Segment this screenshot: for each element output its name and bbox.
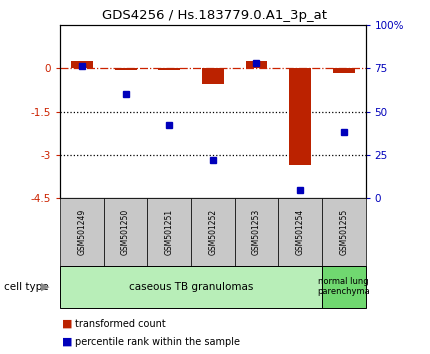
Text: ▶: ▶ xyxy=(41,282,49,292)
Bar xyxy=(147,198,191,266)
Bar xyxy=(235,198,278,266)
Text: transformed count: transformed count xyxy=(75,319,166,329)
Bar xyxy=(289,68,311,165)
Bar xyxy=(115,68,137,70)
Bar xyxy=(333,68,355,73)
Bar xyxy=(60,198,104,266)
Bar xyxy=(246,61,267,68)
Bar xyxy=(158,68,180,70)
Text: ■: ■ xyxy=(62,337,73,347)
Bar xyxy=(191,198,235,266)
Text: GSM501255: GSM501255 xyxy=(339,209,348,255)
Bar xyxy=(322,266,366,308)
Text: GSM501252: GSM501252 xyxy=(209,209,217,255)
Text: GDS4256 / Hs.183779.0.A1_3p_at: GDS4256 / Hs.183779.0.A1_3p_at xyxy=(102,9,328,22)
Text: caseous TB granulomas: caseous TB granulomas xyxy=(129,282,253,292)
Bar xyxy=(322,198,366,266)
Text: cell type: cell type xyxy=(4,282,49,292)
Text: GSM501251: GSM501251 xyxy=(165,209,174,255)
Bar xyxy=(202,68,224,84)
Bar xyxy=(60,266,322,308)
Bar xyxy=(278,198,322,266)
Text: GSM501250: GSM501250 xyxy=(121,209,130,255)
Text: GSM501249: GSM501249 xyxy=(77,209,86,255)
Bar xyxy=(104,198,147,266)
Text: GSM501253: GSM501253 xyxy=(252,209,261,255)
Bar xyxy=(71,61,93,68)
Text: normal lung
parenchyma: normal lung parenchyma xyxy=(317,277,370,296)
Text: ■: ■ xyxy=(62,319,73,329)
Text: GSM501254: GSM501254 xyxy=(295,209,304,255)
Text: percentile rank within the sample: percentile rank within the sample xyxy=(75,337,240,347)
